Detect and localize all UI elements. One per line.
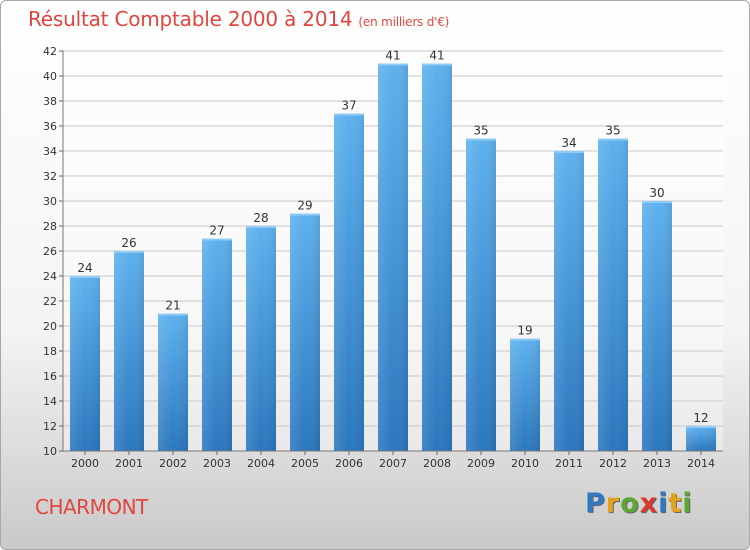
- bar-shade: [422, 63, 452, 451]
- bar-top-highlight: [422, 63, 452, 66]
- bar-shade: [686, 426, 716, 451]
- y-tick-label: 22: [43, 295, 57, 308]
- data-label: 28: [253, 211, 268, 225]
- data-label: 24: [77, 261, 92, 275]
- bar-top-highlight: [290, 213, 320, 216]
- bar-shade: [158, 313, 188, 451]
- y-tick-label: 24: [43, 270, 57, 283]
- data-label: 12: [693, 411, 708, 425]
- y-tick-label: 14: [43, 395, 57, 408]
- proxiti-logo: Proxiti: [585, 488, 693, 519]
- data-label: 29: [297, 199, 312, 213]
- y-tick-label: 30: [43, 195, 57, 208]
- bar-shade: [378, 63, 408, 451]
- data-label: 21: [165, 299, 180, 313]
- bar-shade: [202, 238, 232, 451]
- bar-shade: [114, 251, 144, 451]
- bar-top-highlight: [158, 313, 188, 316]
- logo-letter: o: [620, 488, 640, 519]
- data-label: 26: [121, 236, 136, 250]
- y-tick-label: 36: [43, 120, 57, 133]
- bar-shade: [510, 338, 540, 451]
- y-tick-label: 10: [43, 445, 57, 458]
- data-label: 35: [473, 124, 488, 138]
- location-label: CHARMONT: [35, 495, 148, 519]
- data-label: 37: [341, 99, 356, 113]
- x-tick-label: 2012: [599, 457, 627, 470]
- bar-layer: [70, 63, 716, 451]
- data-label: 34: [561, 136, 576, 150]
- axis-layer: 10 12 14 16 18 20 22 24 26 28 30 32 34 36 38 40 42 24 2000…: [43, 45, 723, 470]
- bar-shade: [466, 138, 496, 451]
- chart-subtitle: (en milliers d'€): [358, 15, 450, 29]
- bar-top-highlight: [334, 113, 364, 116]
- bar-top-highlight: [70, 276, 100, 278]
- x-tick-label: 2013: [643, 457, 671, 470]
- y-tick-label: 20: [43, 320, 57, 333]
- x-tick-label: 2008: [423, 457, 451, 470]
- bar-top-highlight: [246, 226, 276, 228]
- bar-top-highlight: [686, 426, 716, 428]
- y-tick-label: 38: [43, 95, 57, 108]
- y-tick-label: 34: [43, 145, 57, 158]
- data-label: 30: [649, 186, 664, 200]
- y-tick-label: 18: [43, 345, 57, 358]
- bar-top-highlight: [466, 138, 496, 141]
- y-tick-label: 32: [43, 170, 57, 183]
- y-tick-label: 12: [43, 420, 57, 433]
- x-tick-label: 2000: [71, 457, 99, 470]
- x-tick-label: 2004: [247, 457, 275, 470]
- x-tick-label: 2010: [511, 457, 539, 470]
- bar-shade: [642, 201, 672, 451]
- x-tick-label: 2014: [687, 457, 715, 470]
- logo-letter: r: [605, 488, 621, 519]
- bar-top-highlight: [554, 151, 584, 153]
- y-tick-label: 26: [43, 245, 57, 258]
- logo-letter: x: [639, 488, 659, 519]
- bar-shade: [554, 151, 584, 451]
- bar-top-highlight: [378, 63, 408, 66]
- x-tick-label: 2002: [159, 457, 187, 470]
- bar-top-highlight: [510, 338, 540, 341]
- x-tick-label: 2001: [115, 457, 143, 470]
- bar-shade: [334, 113, 364, 451]
- data-label: 35: [605, 124, 620, 138]
- title-text: Résultat Comptable 2000 à 2014: [28, 7, 353, 31]
- x-tick-label: 2011: [555, 457, 583, 470]
- bar-top-highlight: [114, 251, 144, 253]
- data-label: 41: [385, 49, 400, 63]
- y-tick-label: 42: [43, 45, 57, 58]
- x-tick-label: 2005: [291, 457, 319, 470]
- chart-title: Résultat Comptable 2000 à 2014 (en millie…: [28, 7, 449, 31]
- y-tick-label: 16: [43, 370, 57, 383]
- y-tick-label: 40: [43, 70, 57, 83]
- logo-letter: i: [658, 488, 669, 519]
- x-tick-label: 2009: [467, 457, 495, 470]
- y-tick-label: 28: [43, 220, 57, 233]
- logo-letter: t: [668, 488, 683, 519]
- bar-top-highlight: [202, 238, 232, 241]
- bar-top-highlight: [598, 138, 628, 141]
- data-label: 19: [517, 324, 532, 338]
- x-tick-label: 2003: [203, 457, 231, 470]
- data-label: 27: [209, 224, 224, 238]
- bar-shade: [70, 276, 100, 451]
- data-label: 41: [429, 49, 444, 63]
- logo-letter: i: [682, 488, 693, 519]
- x-tick-label: 2006: [335, 457, 363, 470]
- bar-shade: [598, 138, 628, 451]
- logo-letter: P: [585, 488, 606, 519]
- bar-top-highlight: [642, 201, 672, 203]
- bar-shade: [290, 213, 320, 451]
- x-tick-label: 2007: [379, 457, 407, 470]
- bar-shade: [246, 226, 276, 451]
